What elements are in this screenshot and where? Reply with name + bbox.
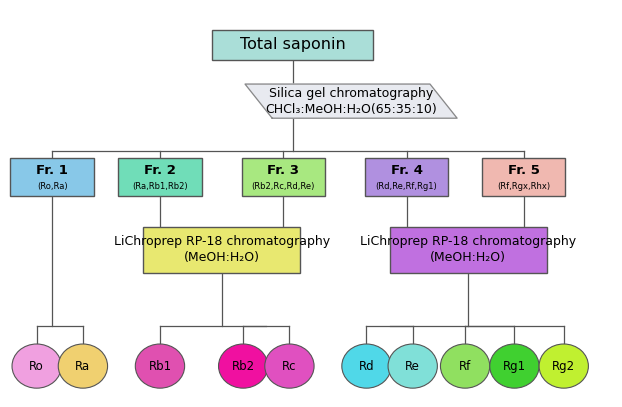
Text: Fr. 3: Fr. 3 <box>267 164 299 177</box>
Ellipse shape <box>218 344 268 388</box>
Text: (Ra,Rb1,Rb2): (Ra,Rb1,Rb2) <box>132 182 188 191</box>
Text: (Ro,Ra): (Ro,Ra) <box>37 182 67 191</box>
Text: Rf: Rf <box>459 360 471 372</box>
FancyBboxPatch shape <box>389 227 547 273</box>
Text: Rd: Rd <box>359 360 374 372</box>
Text: Rb1: Rb1 <box>149 360 172 372</box>
Ellipse shape <box>342 344 391 388</box>
Text: Fr. 4: Fr. 4 <box>391 164 422 177</box>
Ellipse shape <box>440 344 490 388</box>
Text: (MeOH:H₂O): (MeOH:H₂O) <box>430 251 506 264</box>
FancyBboxPatch shape <box>365 158 448 197</box>
Text: CHCl₃:MeOH:H₂O(65:35:10): CHCl₃:MeOH:H₂O(65:35:10) <box>265 103 437 116</box>
Ellipse shape <box>12 344 62 388</box>
FancyBboxPatch shape <box>11 158 94 197</box>
Text: Fr. 1: Fr. 1 <box>36 164 68 177</box>
Text: (Rb2,Rc,Rd,Re): (Rb2,Rc,Rd,Re) <box>251 182 315 191</box>
Text: (Rf,Rgx,Rhx): (Rf,Rgx,Rhx) <box>497 182 550 191</box>
Text: Re: Re <box>406 360 420 372</box>
Ellipse shape <box>265 344 314 388</box>
Text: Ra: Ra <box>75 360 90 372</box>
Ellipse shape <box>388 344 437 388</box>
Text: LiChroprep RP-18 chromatography: LiChroprep RP-18 chromatography <box>360 235 576 248</box>
Text: Rg1: Rg1 <box>503 360 526 372</box>
Text: (MeOH:H₂O): (MeOH:H₂O) <box>183 251 259 264</box>
Ellipse shape <box>58 344 108 388</box>
Ellipse shape <box>136 344 185 388</box>
Text: Ro: Ro <box>29 360 44 372</box>
FancyBboxPatch shape <box>143 227 300 273</box>
FancyBboxPatch shape <box>242 158 325 197</box>
Ellipse shape <box>539 344 588 388</box>
Text: Rg2: Rg2 <box>552 360 575 372</box>
Ellipse shape <box>490 344 539 388</box>
Text: LiChroprep RP-18 chromatography: LiChroprep RP-18 chromatography <box>114 235 330 248</box>
Text: Total saponin: Total saponin <box>239 37 345 53</box>
FancyBboxPatch shape <box>212 30 373 60</box>
Text: Rc: Rc <box>282 360 297 372</box>
FancyBboxPatch shape <box>482 158 565 197</box>
Text: Silica gel chromatography: Silica gel chromatography <box>269 88 433 101</box>
Text: (Rd,Re,Rf,Rg1): (Rd,Re,Rf,Rg1) <box>376 182 437 191</box>
Text: Fr. 2: Fr. 2 <box>144 164 176 177</box>
FancyBboxPatch shape <box>118 158 202 197</box>
Text: Rb2: Rb2 <box>231 360 255 372</box>
Text: Fr. 5: Fr. 5 <box>508 164 540 177</box>
Polygon shape <box>245 84 457 118</box>
